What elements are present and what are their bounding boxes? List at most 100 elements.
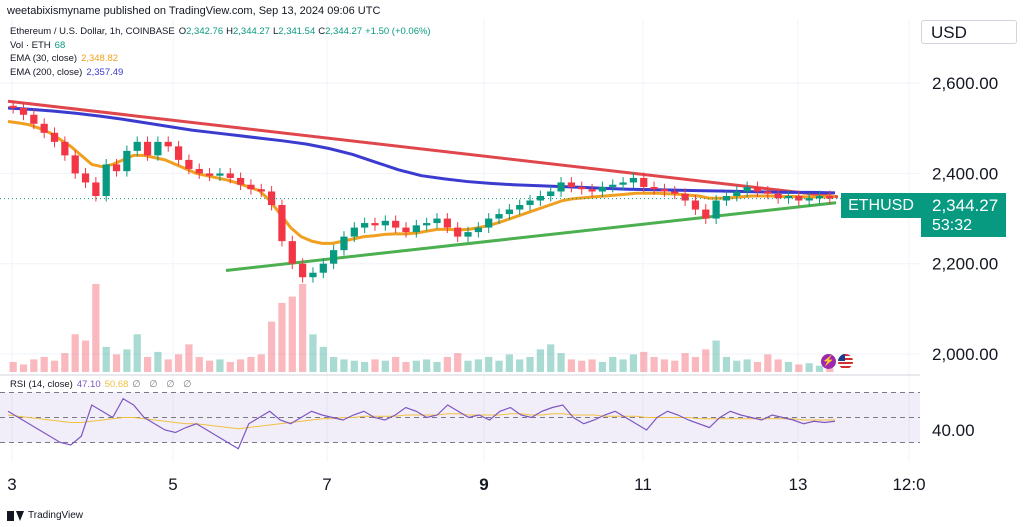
candle-body [733, 191, 741, 196]
ema200-row[interactable]: EMA (200, close) 2,357.49 [10, 66, 431, 80]
x-tick-label: 11 [634, 475, 652, 490]
candle-body [236, 177, 245, 185]
volume-bar [474, 359, 482, 372]
candle-body [412, 225, 420, 233]
volume-bar [743, 359, 751, 372]
volume-bar [671, 360, 679, 372]
candle-body [102, 164, 110, 196]
volume-bar [92, 284, 100, 372]
volume-bar [278, 302, 286, 372]
us-flag-icon[interactable] [838, 354, 853, 369]
candle-body [30, 114, 38, 124]
volume-bar [650, 356, 658, 372]
rsi-line [7, 397, 836, 450]
candle-body [660, 189, 669, 192]
x-tick-label: 13 [789, 475, 808, 490]
volume-bar [598, 361, 607, 372]
volume-bar [815, 365, 824, 372]
ohlc-low: L2,341.54 [272, 26, 316, 37]
volume-bar [609, 356, 617, 372]
bar-countdown: 53:32 [932, 217, 973, 234]
candle-body [567, 182, 576, 187]
candle-body [381, 220, 389, 226]
candle-body [598, 186, 607, 192]
price-chart[interactable]: 3 5 7 9 11 13 12:0 2,600.00 2,400.00 2,200.00 2,00… [0, 20, 1024, 490]
candle-body [505, 209, 513, 215]
candle-body [288, 241, 296, 264]
volume-bar [154, 351, 162, 372]
symbol-label[interactable]: Ethereum / U.S. Dollar, 1h, COINBASE [10, 26, 175, 37]
price-tick-label: 2,400.00 [932, 164, 998, 183]
candle-body [61, 141, 69, 156]
candle-body [681, 193, 689, 201]
x-tick-label: 12:0 [892, 475, 925, 490]
chart-grid [0, 20, 920, 462]
volume-bar [143, 356, 152, 372]
volume-bar [753, 361, 762, 372]
volume-bar [412, 360, 420, 372]
candle-body [257, 189, 265, 192]
lightning-icon[interactable]: ⚡ [821, 354, 836, 369]
volume-bar [712, 340, 720, 372]
candle-body [330, 250, 338, 264]
volume-bar [660, 359, 669, 372]
rsi-value: 47.10 [76, 379, 101, 390]
volume-bar [443, 356, 451, 372]
volume-label: Vol · ETH [10, 39, 51, 51]
x-tick-label: 3 [7, 475, 16, 490]
volume-bar [764, 354, 772, 372]
candle-body [474, 227, 482, 233]
volume-row[interactable]: Vol · ETH 68 [10, 39, 431, 53]
candle-body [805, 198, 813, 201]
candle-body [826, 196, 834, 199]
candle-body [174, 146, 183, 160]
volume-bar [702, 349, 710, 372]
candle-body [795, 196, 803, 201]
volume-bar [722, 356, 731, 372]
candle-body [402, 227, 410, 233]
candle-body [247, 184, 255, 190]
candle-body [691, 200, 700, 210]
volume-bar [350, 360, 358, 372]
volume-bar [164, 359, 172, 372]
volume-bar [536, 349, 544, 372]
candle-body [712, 200, 720, 219]
rsi-legend[interactable]: RSI (14, close) 47.10 50.68 ∅ ∅ ∅ ∅ [10, 379, 194, 390]
candle-body [133, 141, 141, 151]
candle-body [454, 227, 462, 237]
candle-body [774, 193, 782, 199]
candle-body [629, 177, 638, 183]
candle-body [9, 105, 17, 108]
candle-body [423, 223, 431, 226]
volume-bar [102, 346, 110, 372]
candle-body [267, 191, 276, 206]
volume-bar [19, 364, 28, 372]
footer[interactable]: TradingView [7, 510, 83, 521]
volume-bar [433, 361, 441, 372]
ema200-label: EMA (200, close) [10, 66, 83, 78]
volume-bar [805, 363, 813, 372]
volume-bar [681, 353, 689, 372]
volume-bar [81, 340, 90, 372]
volume-bar [236, 359, 245, 372]
last-price-tag: 2,344.27 53:32 [921, 193, 1006, 237]
candle-body [350, 227, 358, 237]
candle-body [205, 173, 214, 176]
ema200-value: 2,357.49 [86, 66, 124, 78]
volume-bar [619, 359, 627, 372]
volume-bar [361, 361, 369, 372]
volume-bar [330, 356, 338, 372]
ohlc-close: C2,344.27 [318, 26, 363, 37]
resistance-trendline [7, 99, 839, 199]
volume-bar [526, 356, 534, 372]
candle-body [371, 223, 379, 226]
candle-body [40, 123, 48, 133]
candle-body [650, 186, 658, 190]
currency-selector[interactable]: USD [921, 20, 1017, 44]
candle-body [784, 196, 793, 199]
volume-bar [784, 361, 793, 372]
rsi-tick-label: 40.00 [932, 421, 975, 440]
ema30-row[interactable]: EMA (30, close) 2,348.82 [10, 52, 431, 66]
volume-bar [567, 359, 576, 372]
footer-brand: TradingView [28, 510, 84, 521]
